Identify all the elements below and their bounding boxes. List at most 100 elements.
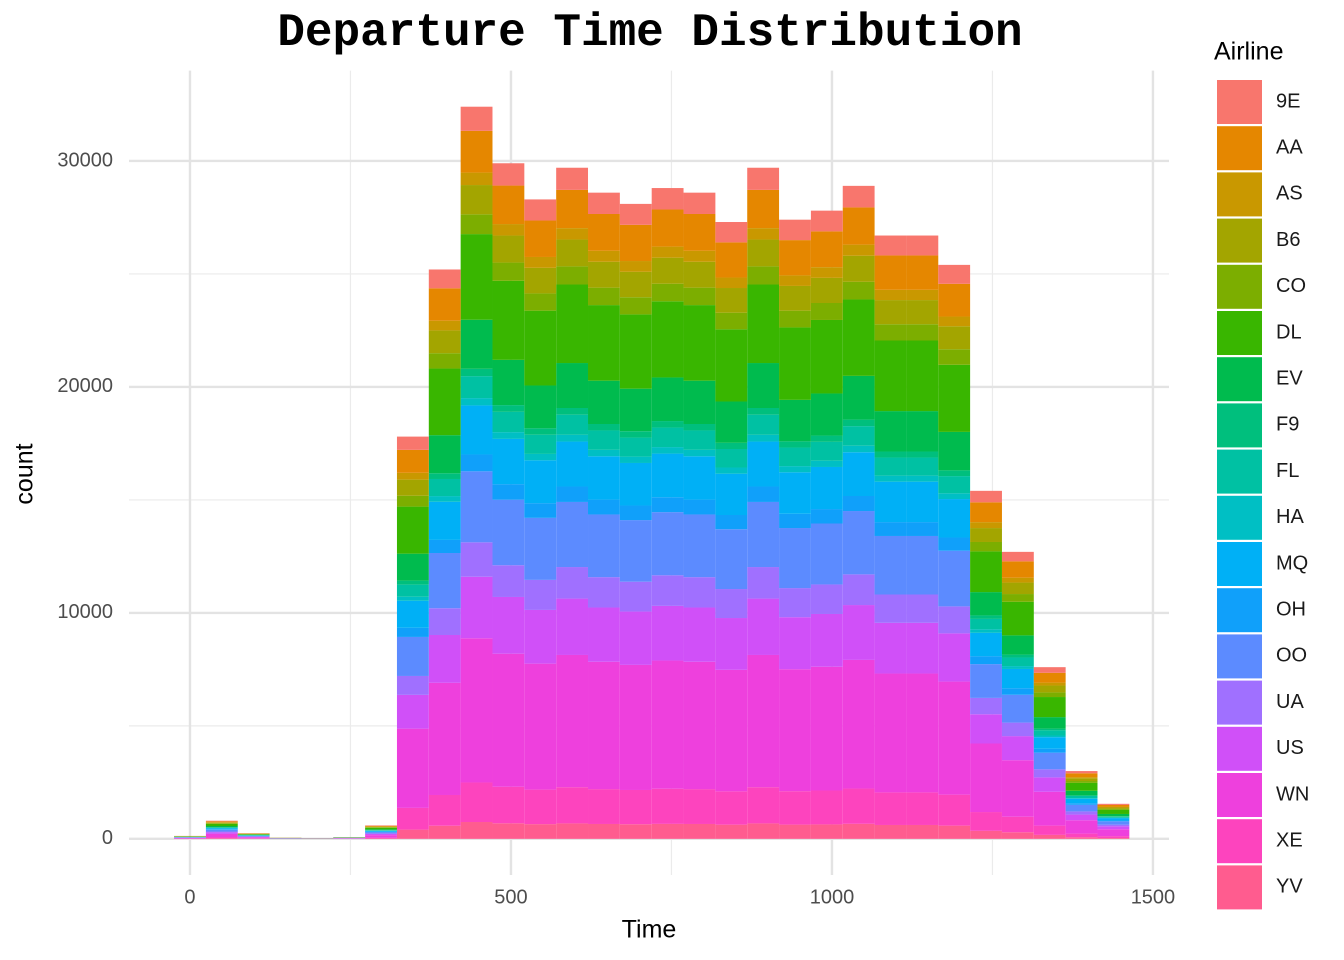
bar-segment bbox=[874, 792, 907, 825]
bar-segment bbox=[906, 451, 939, 458]
bar-segment bbox=[938, 493, 971, 500]
bar-segment bbox=[810, 210, 843, 232]
bar-segment bbox=[365, 826, 397, 828]
bar-segment bbox=[1001, 594, 1034, 602]
bar-segment bbox=[906, 300, 939, 325]
bar-segment bbox=[970, 528, 1002, 542]
bar-segment bbox=[874, 451, 907, 458]
bar-segment bbox=[1033, 717, 1066, 729]
bar-segment bbox=[651, 301, 684, 378]
bar-segment bbox=[874, 235, 907, 256]
bar-segment bbox=[1001, 577, 1034, 583]
bar-segment bbox=[1033, 667, 1066, 673]
bar-segment bbox=[619, 581, 652, 612]
x-axis-title: Time bbox=[622, 916, 677, 944]
bar-segment bbox=[1065, 778, 1098, 782]
bar-segment bbox=[810, 231, 843, 268]
bar-segment bbox=[906, 673, 939, 793]
bar-segment bbox=[747, 284, 780, 364]
bar-segment bbox=[396, 495, 429, 507]
bar-segment bbox=[396, 479, 429, 496]
bar-segment bbox=[460, 576, 493, 639]
bar-segment bbox=[970, 656, 1002, 665]
bar-segment bbox=[715, 467, 748, 474]
bar-segment bbox=[747, 567, 780, 599]
bar-segment bbox=[1001, 551, 1034, 562]
bar-segment bbox=[396, 636, 429, 676]
bar-segment bbox=[1033, 735, 1066, 738]
bar-segment bbox=[396, 829, 429, 839]
legend-label: DL bbox=[1276, 321, 1302, 343]
bar-segment bbox=[810, 790, 843, 825]
bar-segment bbox=[460, 172, 493, 186]
bar-segment bbox=[1097, 829, 1130, 837]
legend-label: MQ bbox=[1276, 552, 1308, 574]
bar-segment bbox=[588, 499, 620, 515]
bar-segment bbox=[619, 789, 652, 825]
legend-key bbox=[1217, 311, 1262, 355]
bar-segment bbox=[1065, 773, 1098, 778]
bar-segment bbox=[619, 462, 652, 506]
bar-segment bbox=[1001, 561, 1034, 578]
bar-segment bbox=[810, 613, 843, 667]
bar-segment bbox=[428, 330, 461, 354]
bar-segment bbox=[1001, 666, 1034, 669]
legend-label: CO bbox=[1276, 275, 1306, 297]
bar-segment bbox=[906, 622, 939, 674]
bar-segment bbox=[365, 829, 397, 831]
bar-segment bbox=[779, 399, 811, 442]
bar-segment bbox=[1001, 736, 1034, 761]
bar-segment bbox=[524, 663, 557, 790]
bar-segment bbox=[938, 283, 971, 317]
bar-segment bbox=[396, 627, 429, 637]
bar-segment bbox=[524, 256, 557, 268]
bar-segment bbox=[1033, 685, 1066, 693]
bar-segment bbox=[651, 453, 684, 498]
bar-segment bbox=[842, 823, 875, 839]
bar-segment bbox=[715, 242, 748, 278]
chart-title: Departure Time Distribution bbox=[277, 7, 1022, 59]
bar-segment bbox=[1033, 777, 1066, 792]
bar-segment bbox=[1065, 781, 1098, 783]
bar-segment bbox=[237, 837, 270, 839]
bar-segment bbox=[205, 820, 238, 822]
bar-segment bbox=[747, 239, 780, 267]
bar-segment bbox=[1097, 818, 1130, 821]
bar-segment bbox=[938, 499, 971, 538]
bar-segment bbox=[1097, 824, 1130, 827]
y-tick-label: 10000 bbox=[57, 601, 113, 623]
bar-segment bbox=[460, 319, 493, 369]
bar-segment bbox=[970, 743, 1002, 813]
bar-segment bbox=[842, 244, 875, 256]
bar-segment bbox=[651, 427, 684, 448]
bar-segment bbox=[810, 267, 843, 278]
bar-segment bbox=[651, 421, 684, 428]
bar-segment bbox=[428, 496, 461, 502]
bar-segment bbox=[842, 788, 875, 824]
bar-segment bbox=[460, 106, 493, 131]
bar-segment bbox=[906, 411, 939, 452]
legend-key bbox=[1217, 495, 1262, 540]
bar-segment bbox=[906, 824, 939, 839]
bar-segment bbox=[683, 823, 716, 839]
bar-segment bbox=[205, 837, 238, 839]
bar-segment bbox=[1001, 635, 1034, 655]
bar-segment bbox=[1065, 820, 1098, 834]
bar-segment bbox=[683, 430, 716, 450]
bar-segment bbox=[1001, 694, 1034, 723]
bar-segment bbox=[970, 541, 1002, 552]
bar-segment bbox=[365, 827, 397, 830]
bar-segment bbox=[1065, 771, 1098, 774]
bar-segment bbox=[715, 401, 748, 443]
bar-segment bbox=[842, 419, 875, 427]
bar-segment bbox=[556, 284, 589, 364]
bar-segment bbox=[588, 456, 620, 500]
bar-segment bbox=[651, 605, 684, 661]
bar-segment bbox=[619, 431, 652, 438]
bar-segment bbox=[747, 654, 780, 788]
bar-segment bbox=[428, 501, 461, 540]
bar-segment bbox=[524, 293, 557, 311]
bar-segment bbox=[1097, 808, 1130, 810]
bar-segment bbox=[747, 266, 780, 285]
